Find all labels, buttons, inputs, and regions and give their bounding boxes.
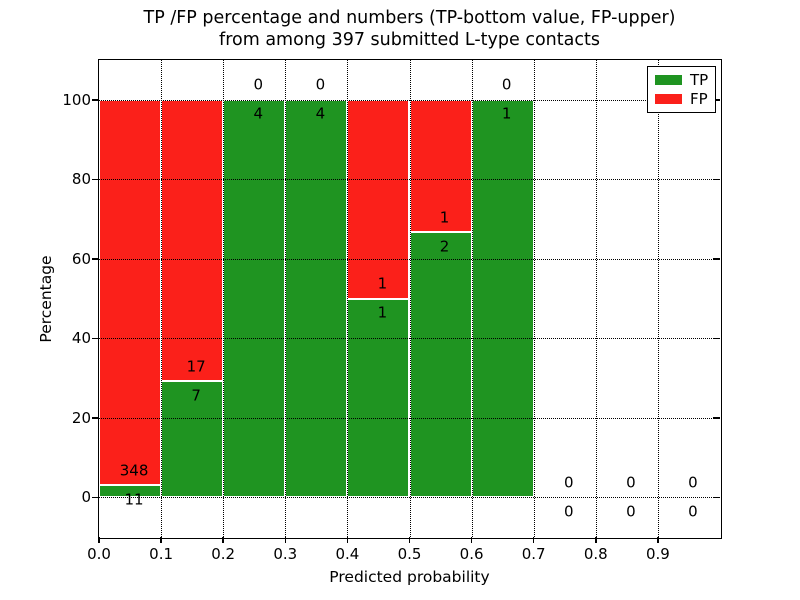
fp-legend-swatch bbox=[655, 94, 682, 104]
v-gridline bbox=[657, 60, 659, 537]
x-tick bbox=[657, 537, 659, 543]
y-tick-label: 40 bbox=[71, 329, 91, 348]
x-tick bbox=[222, 537, 224, 543]
v-gridline bbox=[409, 60, 411, 537]
fp-count-label: 0 bbox=[253, 75, 264, 94]
v-gridline bbox=[595, 60, 597, 537]
h-gridline bbox=[99, 99, 720, 101]
tp-count-label: 0 bbox=[626, 502, 636, 521]
tp-count-label: 1 bbox=[377, 303, 388, 322]
y-tick-left bbox=[92, 337, 99, 339]
y-tick-right bbox=[713, 496, 720, 498]
tp-count-label: 11 bbox=[124, 490, 144, 509]
x-tick-label: 0.5 bbox=[397, 545, 422, 563]
y-tick-right bbox=[713, 258, 720, 260]
fp-bar-segment bbox=[99, 99, 162, 486]
y-tick-left bbox=[92, 99, 99, 101]
x-tick-label: 0.9 bbox=[645, 545, 670, 563]
x-tick-label: 0.8 bbox=[583, 545, 608, 563]
h-gridline bbox=[99, 258, 720, 260]
v-gridline bbox=[347, 60, 349, 537]
h-gridline bbox=[99, 338, 720, 340]
x-tick-label: 0.2 bbox=[211, 545, 236, 563]
y-tick-label: 20 bbox=[71, 408, 91, 427]
fp-count-label: 1 bbox=[439, 208, 450, 227]
h-gridline bbox=[99, 417, 720, 419]
plot-area: TP FP 348 11 17 7 0 4 0 4 1 1 1 2 0 1 0 0 0 0 0 0 0 20 40 60 80 1… bbox=[62, 58, 722, 563]
y-tick-left bbox=[92, 258, 99, 260]
fp-bar-segment bbox=[161, 99, 224, 382]
h-gridline bbox=[99, 179, 720, 181]
y-tick-right bbox=[713, 99, 720, 101]
fp-count-label: 0 bbox=[626, 473, 636, 492]
y-tick-label: 0 bbox=[81, 488, 91, 507]
legend: TP FP bbox=[647, 66, 716, 113]
tp-bar-segment bbox=[347, 298, 410, 498]
tp-count-label: 0 bbox=[563, 502, 574, 521]
v-gridline bbox=[223, 60, 225, 537]
h-gridline bbox=[99, 497, 720, 499]
x-tick-label: 0.3 bbox=[273, 545, 298, 563]
x-axis-label: Predicted probability bbox=[329, 568, 490, 586]
fp-count-label: 348 bbox=[119, 461, 149, 480]
y-tick-left bbox=[92, 178, 99, 180]
fp-count-label: 17 bbox=[186, 357, 206, 376]
y-tick-left bbox=[92, 496, 99, 498]
chart-title-line1: TP /FP percentage and numbers (TP-bottom… bbox=[143, 8, 676, 28]
fp-legend-label: FP bbox=[690, 90, 708, 108]
y-tick-right bbox=[713, 337, 720, 339]
fp-count-label: 1 bbox=[377, 274, 388, 293]
fp-count-label: 0 bbox=[315, 75, 326, 94]
tp-legend-label: TP bbox=[690, 71, 709, 89]
tp-count-label: 2 bbox=[439, 237, 450, 256]
tp-bar-segment bbox=[471, 99, 534, 498]
fp-bar-segment bbox=[347, 99, 410, 299]
tp-bar-segment bbox=[285, 99, 348, 498]
tp-bar-segment bbox=[409, 232, 472, 498]
fp-count-label: 0 bbox=[501, 75, 512, 94]
v-gridline bbox=[161, 60, 163, 537]
tp-legend-swatch bbox=[655, 75, 682, 85]
x-tick bbox=[470, 537, 473, 543]
tp-count-label: 4 bbox=[253, 104, 264, 123]
x-tick-label: 0.6 bbox=[459, 545, 484, 563]
y-tick-right bbox=[713, 417, 720, 419]
tp-count-label: 7 bbox=[191, 386, 201, 405]
x-tick-label: 0.0 bbox=[87, 545, 111, 563]
x-tick bbox=[532, 537, 535, 543]
tp-count-label: 4 bbox=[315, 104, 326, 123]
x-tick bbox=[408, 537, 411, 543]
x-tick-label: 0.1 bbox=[149, 545, 174, 563]
fp-bar-segment bbox=[409, 99, 472, 233]
y-tick-label: 60 bbox=[71, 249, 91, 268]
tp-bar-segment bbox=[223, 99, 286, 498]
chart-title-line2: from among 397 submitted L-type contacts bbox=[219, 30, 600, 50]
x-tick bbox=[346, 537, 349, 543]
x-tick bbox=[595, 537, 597, 543]
tp-count-label: 1 bbox=[501, 104, 512, 123]
x-tick bbox=[284, 537, 287, 543]
fp-count-label: 0 bbox=[563, 473, 574, 492]
chart-title: TP /FP percentage and numbers (TP-bottom… bbox=[99, 7, 720, 51]
y-tick-right bbox=[713, 178, 720, 180]
legend-entry-tp: TP bbox=[655, 72, 708, 88]
x-tick bbox=[98, 537, 100, 543]
y-tick-left bbox=[92, 417, 99, 419]
y-tick-label: 100 bbox=[62, 90, 91, 109]
v-gridline bbox=[285, 60, 287, 537]
x-tick-label: 0.4 bbox=[335, 545, 360, 563]
fp-count-label: 0 bbox=[688, 473, 698, 492]
x-tick bbox=[160, 537, 162, 543]
tp-count-label: 0 bbox=[688, 502, 698, 521]
v-gridline bbox=[471, 60, 473, 537]
y-tick-label: 80 bbox=[71, 170, 91, 189]
legend-entry-fp: FP bbox=[655, 91, 708, 107]
tp-bar-segment bbox=[99, 485, 162, 498]
x-tick-label: 0.7 bbox=[521, 545, 546, 563]
v-gridline bbox=[533, 60, 535, 537]
